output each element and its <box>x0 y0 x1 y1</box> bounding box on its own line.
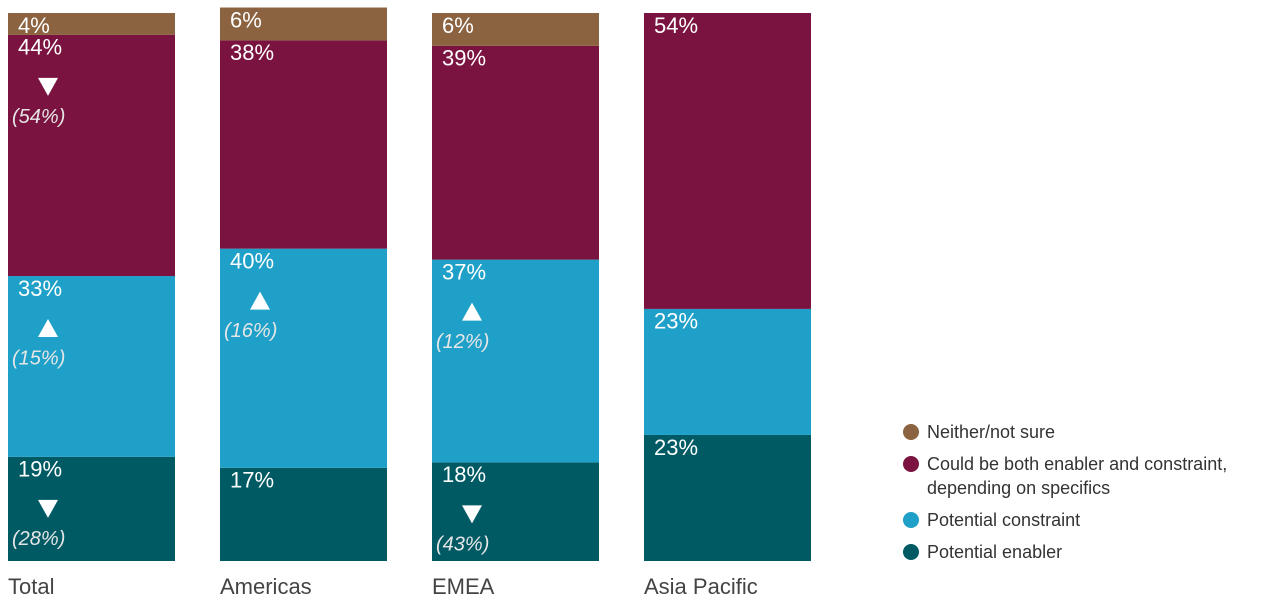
bar-segment <box>644 13 811 309</box>
value-label: 33% <box>18 276 62 301</box>
bar-segment <box>220 7 387 41</box>
x-tick-label: Americas <box>220 574 312 599</box>
value-label: 38% <box>230 40 274 65</box>
value-label: 6% <box>442 13 474 38</box>
bar-segment <box>220 40 387 249</box>
value-label: 17% <box>230 468 274 493</box>
change-arrow <box>38 319 58 338</box>
bar-segment <box>8 456 175 561</box>
value-label: 23% <box>654 309 698 334</box>
bar-segment <box>220 248 387 468</box>
x-tick-label: Total <box>8 574 54 599</box>
bar-segment <box>8 13 175 35</box>
bar-segment <box>644 434 811 561</box>
legend-item: Could be both enabler and constraint, de… <box>903 452 1283 500</box>
change-arrow <box>38 499 58 518</box>
legend-swatch <box>903 424 919 440</box>
bar-segment <box>8 34 175 277</box>
value-label: 4% <box>18 13 50 38</box>
legend-swatch <box>903 512 919 528</box>
legend-item: Potential constraint <box>903 508 1283 532</box>
legend-swatch <box>903 544 919 560</box>
change-arrow <box>462 505 482 524</box>
value-label: 40% <box>230 248 274 273</box>
change-label: (15%) <box>12 347 65 369</box>
legend-item: Potential enabler <box>903 540 1283 564</box>
change-label: (16%) <box>224 320 277 342</box>
legend: Neither/not sure Could be both enabler an… <box>903 420 1283 572</box>
value-label: 37% <box>442 259 486 284</box>
bar-segment <box>8 276 175 457</box>
bar-segment <box>432 259 599 463</box>
change-label: (28%) <box>12 528 65 550</box>
change-arrow <box>462 302 482 321</box>
value-label: 6% <box>230 7 262 32</box>
x-tick-label: EMEA <box>432 574 495 599</box>
legend-label: Could be both enabler and constraint, de… <box>927 454 1228 498</box>
change-label: (12%) <box>436 331 489 353</box>
bar-segment <box>432 462 599 561</box>
x-tick-label: Asia Pacific <box>644 574 758 599</box>
change-arrow <box>250 291 270 310</box>
value-label: 23% <box>654 435 698 460</box>
value-label: 39% <box>442 46 486 71</box>
legend-label: Potential constraint <box>927 510 1081 530</box>
legend-label: Potential enabler <box>927 542 1063 562</box>
legend-label: Neither/not sure <box>927 422 1056 442</box>
bar-segment <box>644 308 811 435</box>
bar-segment <box>432 13 599 46</box>
change-label: (54%) <box>12 106 65 128</box>
bar-segment <box>220 467 387 561</box>
bar-segment <box>432 45 599 260</box>
change-label: (43%) <box>436 534 489 556</box>
value-label: 54% <box>654 13 698 38</box>
value-label: 44% <box>18 35 62 60</box>
legend-swatch <box>903 456 919 472</box>
value-label: 19% <box>18 457 62 482</box>
value-label: 18% <box>442 462 486 487</box>
legend-item: Neither/not sure <box>903 420 1283 444</box>
change-arrow <box>38 77 58 96</box>
